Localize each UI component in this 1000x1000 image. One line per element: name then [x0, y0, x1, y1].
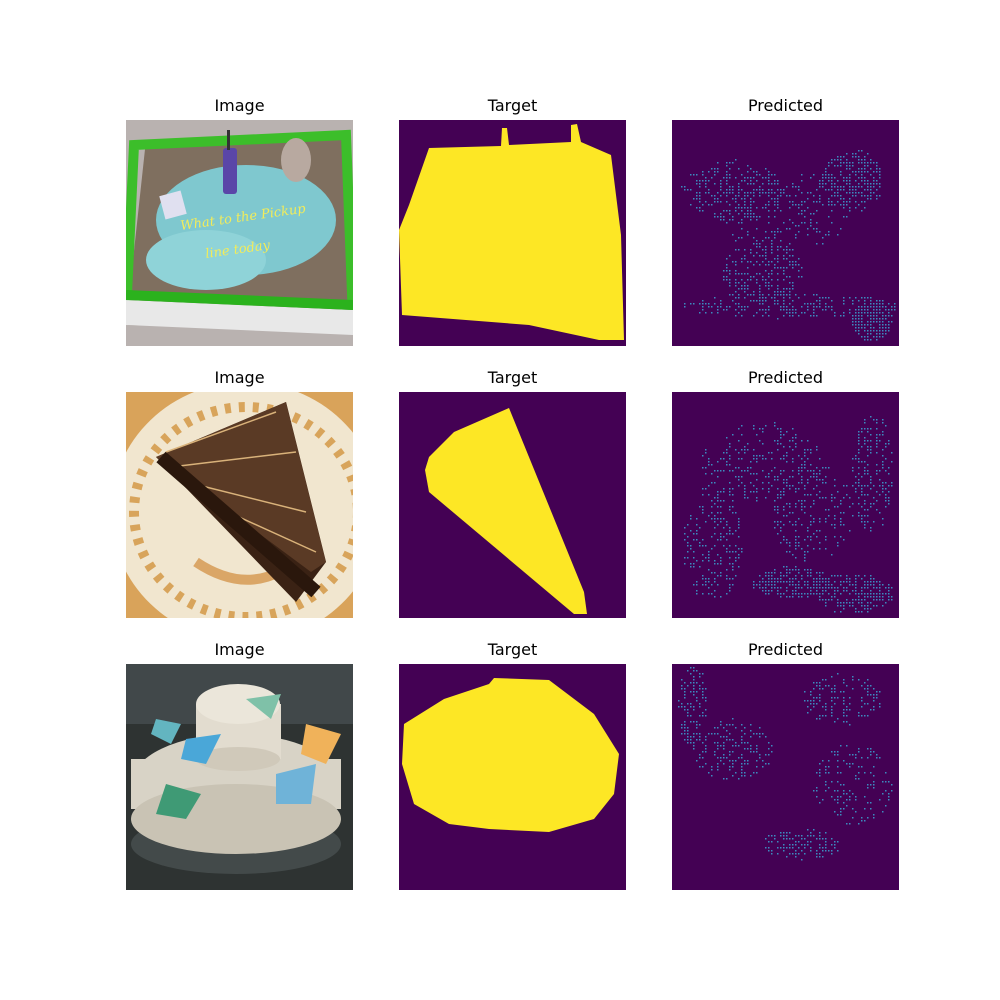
predicted-title-3: Predicted [747, 640, 824, 659]
target-mask-1 [399, 120, 626, 346]
predicted-mask-2 [672, 392, 899, 618]
cake-photo-3 [126, 664, 353, 890]
predicted-title-1: Predicted [747, 96, 824, 115]
target-title-3: Target [487, 640, 538, 659]
image-title-3: Image [214, 640, 265, 659]
image-title-2: Image [214, 368, 265, 387]
target-title-2: Target [487, 368, 538, 387]
predicted-title-2: Predicted [747, 368, 824, 387]
image-title-1: Image [214, 96, 265, 115]
predicted-mask-3 [672, 664, 899, 890]
cake-photo-1: What to the Pickup line today [126, 120, 353, 346]
cake-photo-2 [126, 392, 353, 618]
target-mask-2 [399, 392, 626, 618]
target-mask-3 [399, 664, 626, 890]
target-title-1: Target [487, 96, 538, 115]
predicted-mask-1 [672, 120, 899, 346]
